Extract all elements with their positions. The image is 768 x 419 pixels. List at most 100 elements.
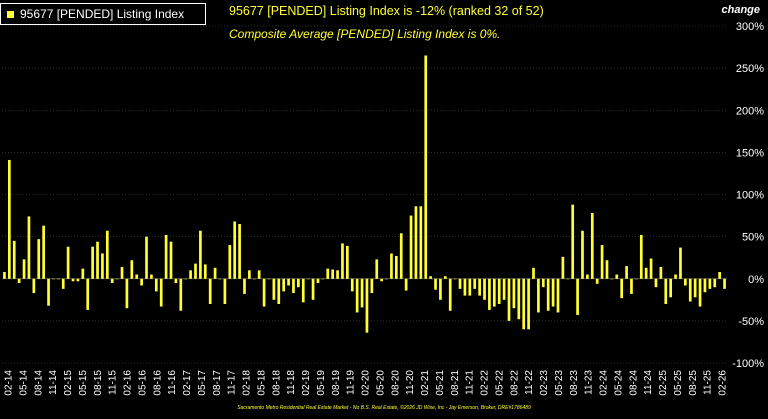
bar xyxy=(101,253,104,279)
x-tick-label: 02-23 xyxy=(539,370,550,396)
bar xyxy=(179,278,183,311)
y-tick-label: 0% xyxy=(748,274,764,286)
bar xyxy=(463,278,467,296)
bar xyxy=(47,278,50,306)
x-tick-label: 11-16 xyxy=(167,370,178,395)
bar xyxy=(135,274,139,279)
bar xyxy=(703,278,707,293)
bar xyxy=(350,278,354,292)
x-tick-label: 05-16 xyxy=(137,370,148,396)
bar xyxy=(502,278,506,300)
bar xyxy=(282,278,286,292)
bar xyxy=(600,245,604,279)
bar xyxy=(199,230,202,279)
bar xyxy=(272,278,276,300)
y-tick-label: 50% xyxy=(742,232,764,244)
bar xyxy=(56,278,60,280)
bar xyxy=(708,278,712,289)
x-tick-label: 08-19 xyxy=(331,370,342,396)
bar xyxy=(546,278,550,311)
bar xyxy=(723,278,726,289)
bar xyxy=(414,206,418,279)
bar xyxy=(625,266,628,279)
y-axis-tick-labels: -100% -50% 0% 50% 100% 150% 200% 250% 300% xyxy=(732,21,764,370)
bar xyxy=(32,278,36,294)
bar xyxy=(336,270,339,279)
bar xyxy=(605,260,609,279)
bar xyxy=(635,278,638,280)
x-tick-label: 02-19 xyxy=(301,370,312,396)
bar xyxy=(424,55,428,279)
x-tick-label: 05-22 xyxy=(494,370,505,396)
bar xyxy=(346,245,349,279)
bar xyxy=(81,268,85,279)
bar xyxy=(228,245,232,279)
bar xyxy=(203,264,207,279)
bar xyxy=(537,278,540,313)
y-tick-label: -50% xyxy=(738,316,764,328)
chart-subtitle: Composite Average [PENDED] Listing Index… xyxy=(229,27,501,41)
x-tick-label: 02-17 xyxy=(182,370,193,396)
bar xyxy=(698,278,702,307)
chart-title: 95677 [PENDED] Listing Index is -12% (ra… xyxy=(229,4,544,18)
bar xyxy=(488,278,491,310)
bar xyxy=(238,223,241,279)
x-tick-label: 11-25 xyxy=(703,370,714,395)
x-tick-label: 05-18 xyxy=(256,370,267,396)
bar xyxy=(429,276,432,279)
bar xyxy=(404,278,408,291)
bar xyxy=(684,278,687,286)
bar xyxy=(96,241,99,279)
bar xyxy=(590,213,594,279)
bar xyxy=(512,278,516,309)
bar xyxy=(262,278,266,307)
x-tick-label: 05-14 xyxy=(18,370,29,396)
x-tick-label: 02-15 xyxy=(63,370,74,396)
bar xyxy=(409,215,413,279)
bar xyxy=(693,278,697,298)
bar xyxy=(659,266,663,279)
bar xyxy=(218,278,222,280)
y-tick-label: 200% xyxy=(736,105,764,117)
x-tick-label: 05-25 xyxy=(673,370,684,396)
bar xyxy=(610,278,614,280)
y-tick-label: 250% xyxy=(736,63,764,75)
x-tick-label: 11-20 xyxy=(405,370,416,395)
bar xyxy=(669,278,673,298)
x-tick-label: 11-14 xyxy=(48,370,59,395)
bar xyxy=(164,234,168,279)
bar xyxy=(233,221,237,279)
x-tick-label: 08-24 xyxy=(628,370,639,396)
bar xyxy=(644,267,648,279)
x-axis-tick-labels: 02-14 05-14 08-14 11-14 02-15 05-15 08-15 11-15… xyxy=(4,370,729,396)
chart-gridlines xyxy=(2,25,727,364)
bar xyxy=(306,278,310,280)
bar xyxy=(497,278,501,305)
bar xyxy=(120,266,124,279)
x-tick-label: 05-15 xyxy=(78,370,89,396)
bar xyxy=(517,278,521,320)
bar xyxy=(243,278,246,294)
bar xyxy=(375,259,379,279)
x-tick-label: 11-21 xyxy=(465,370,476,395)
bar xyxy=(576,278,579,315)
x-tick-label: 02-22 xyxy=(480,370,491,396)
bar xyxy=(248,270,251,279)
y-tick-label: 300% xyxy=(736,21,764,33)
legend-swatch xyxy=(7,10,14,18)
x-tick-label: 05-17 xyxy=(197,370,208,396)
bar xyxy=(439,278,442,300)
bar xyxy=(174,278,178,283)
bar xyxy=(630,278,633,294)
y-tick-label: 150% xyxy=(736,147,764,159)
bar xyxy=(257,270,261,279)
bar xyxy=(326,268,330,279)
bar xyxy=(380,278,383,282)
bar xyxy=(223,278,227,305)
bar xyxy=(360,278,364,308)
x-tick-label: 02-24 xyxy=(599,370,610,396)
x-tick-label: 08-14 xyxy=(33,370,44,396)
bar xyxy=(571,204,575,279)
bar xyxy=(61,278,65,289)
bar xyxy=(473,278,477,289)
